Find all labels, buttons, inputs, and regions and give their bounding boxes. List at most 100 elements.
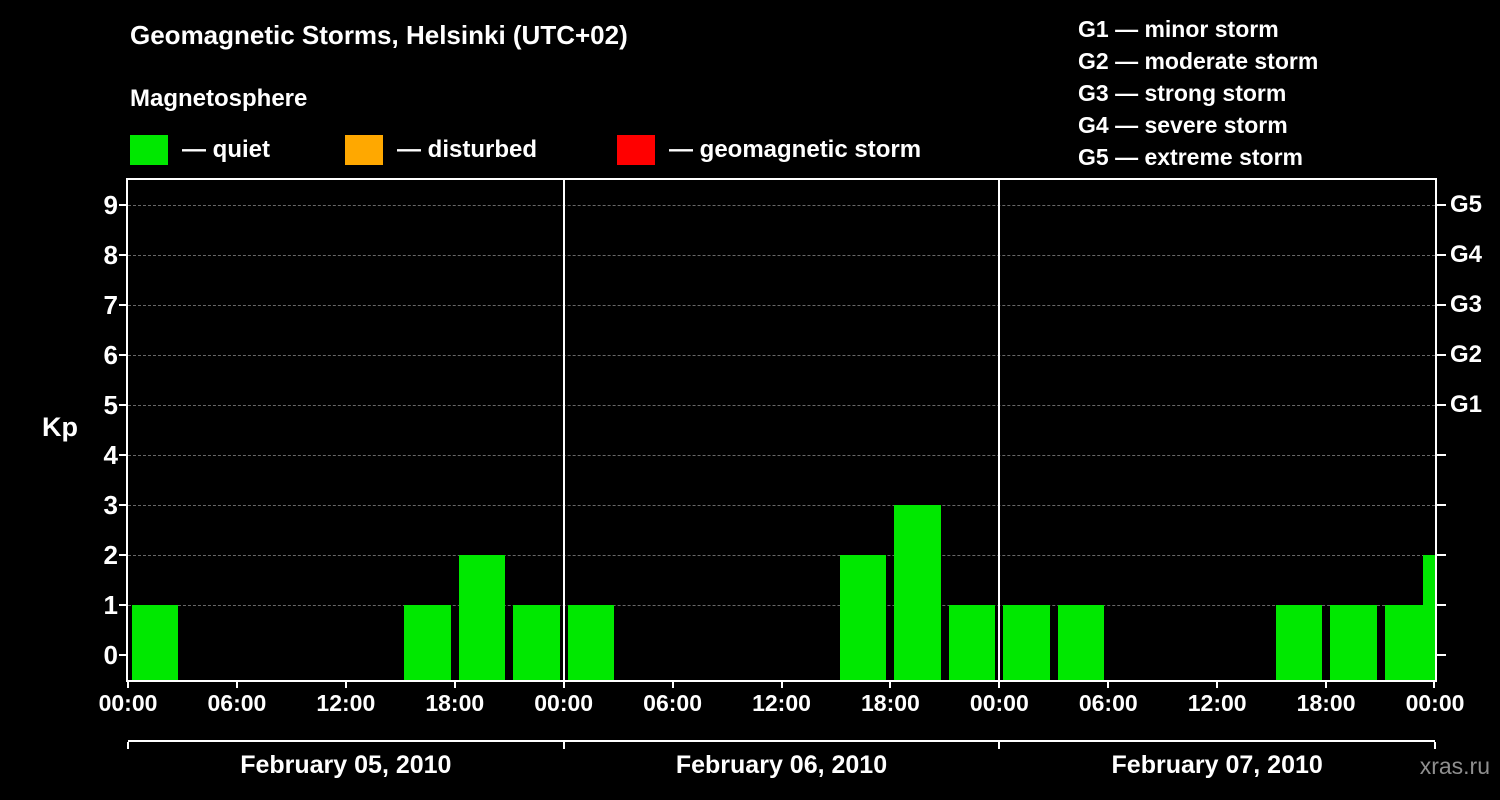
date-axis-tick [562,742,565,749]
y-axis-tick [119,254,128,256]
x-tick-label: 18:00 [1296,690,1356,716]
g-level-label: G4 [1450,241,1483,268]
y-axis-tick [119,554,128,556]
legend-swatch [130,135,168,165]
kp-bar [513,605,560,680]
x-tick-label: 18:00 [425,690,485,716]
y-axis-tick-right [1437,404,1446,406]
x-axis-tick [453,680,456,688]
chart-title: Geomagnetic Storms, Helsinki (UTC+02) [130,20,628,50]
g-level-label: G2 [1450,341,1483,368]
y-tick-label: 7 [103,290,118,320]
y-tick-label: 9 [103,190,118,220]
y-axis-tick-right [1437,304,1446,306]
g-level-label: G3 [1450,291,1483,318]
x-axis-tick [235,680,238,688]
x-axis-tick [889,680,892,688]
kp-bar [1003,605,1050,680]
y-tick-label: 8 [103,240,118,270]
x-tick-label: 00:00 [1405,690,1465,716]
kp-gridline [128,555,1435,556]
x-tick-label: 00:00 [969,690,1029,716]
kp-bar [404,605,451,680]
kp-bar [458,555,506,680]
date-label: February 05, 2010 [240,751,452,779]
x-axis-tick [562,680,565,688]
g-scale-line-g4: G4 — severe storm [1078,112,1288,138]
g-scale-legend: G1 — minor storm G2 — moderate storm G3 … [1078,13,1318,173]
x-tick-label: 00:00 [534,690,594,716]
y-axis-tick-right [1437,604,1446,606]
y-axis-tick [119,354,128,356]
x-axis-tick [780,680,783,688]
kp-bar [894,505,941,680]
kp-bar [567,605,615,680]
legend-item-storm: — geomagnetic storm [617,135,921,165]
x-tick-label: 12:00 [316,690,376,716]
legend-swatch [617,135,655,165]
g-level-label: G1 [1450,391,1483,418]
x-axis-tick [344,680,347,688]
kp-gridline [128,255,1435,256]
watermark: xras.ru [1419,753,1490,779]
legend-label-disturbed: — disturbed [397,136,538,163]
date-axis-tick [1434,742,1436,749]
legend-item-disturbed: — disturbed [345,135,537,165]
y-axis-tick [119,204,128,206]
g-scale-line-g1: G1 — minor storm [1078,16,1279,42]
y-tick-label: 5 [103,390,118,420]
y-axis-tick-right [1437,454,1446,456]
y-axis-tick [119,304,128,306]
y-axis-tick-right [1437,354,1446,356]
legend-label-storm: — geomagnetic storm [669,136,922,163]
y-axis-tick-right [1437,254,1446,256]
y-axis-tick [119,404,128,406]
y-axis-tick [119,654,128,656]
kp-bar [948,605,996,680]
date-label: February 07, 2010 [1111,751,1323,779]
kp-gridline [128,355,1435,356]
y-tick-label: 4 [103,440,118,470]
g-scale-line-g5: G5 — extreme storm [1078,144,1303,170]
kp-gridline [128,505,1435,506]
y-axis-tick [119,604,128,606]
kp-axis-label: Kp [42,412,78,442]
legend-label-quiet: — quiet [182,136,270,163]
date-label: February 06, 2010 [675,751,888,779]
kp-bar [132,605,179,680]
date-axis-tick [998,742,1001,749]
g-scale-line-g3: G3 — strong storm [1078,80,1287,106]
date-axis-tick [127,742,129,749]
y-axis-tick-right [1437,654,1446,656]
x-tick-label: 18:00 [860,690,920,716]
day-separator [562,180,565,680]
kp-gridline [128,405,1435,406]
y-tick-label: 2 [103,540,118,570]
kp-gridline [128,455,1435,456]
kp-bar-partial [1423,555,1435,680]
y-axis-tick-right [1437,554,1446,556]
y-tick-label: 0 [103,640,118,670]
y-axis-tick [119,504,128,506]
kp-bar [839,555,887,680]
x-tick-label: 06:00 [643,690,702,716]
date-axis-line [128,740,1435,742]
x-axis-tick [127,680,129,688]
y-tick-label: 6 [103,340,118,370]
legend-swatch [345,135,383,165]
g-level-label: G5 [1450,191,1483,218]
y-tick-label: 1 [103,590,118,620]
x-axis-tick [1325,680,1328,688]
y-axis-tick-right [1437,504,1446,506]
x-axis-tick [671,680,674,688]
day-separator [998,180,1001,680]
kp-bar [1057,605,1105,680]
x-axis-tick [1433,680,1435,688]
plot-area [126,178,1437,688]
x-axis-tick [1107,680,1110,688]
kp-bar [1275,605,1323,680]
x-tick-label: 00:00 [98,690,158,716]
y-axis-tick [119,454,128,456]
x-tick-label: 12:00 [752,690,811,716]
